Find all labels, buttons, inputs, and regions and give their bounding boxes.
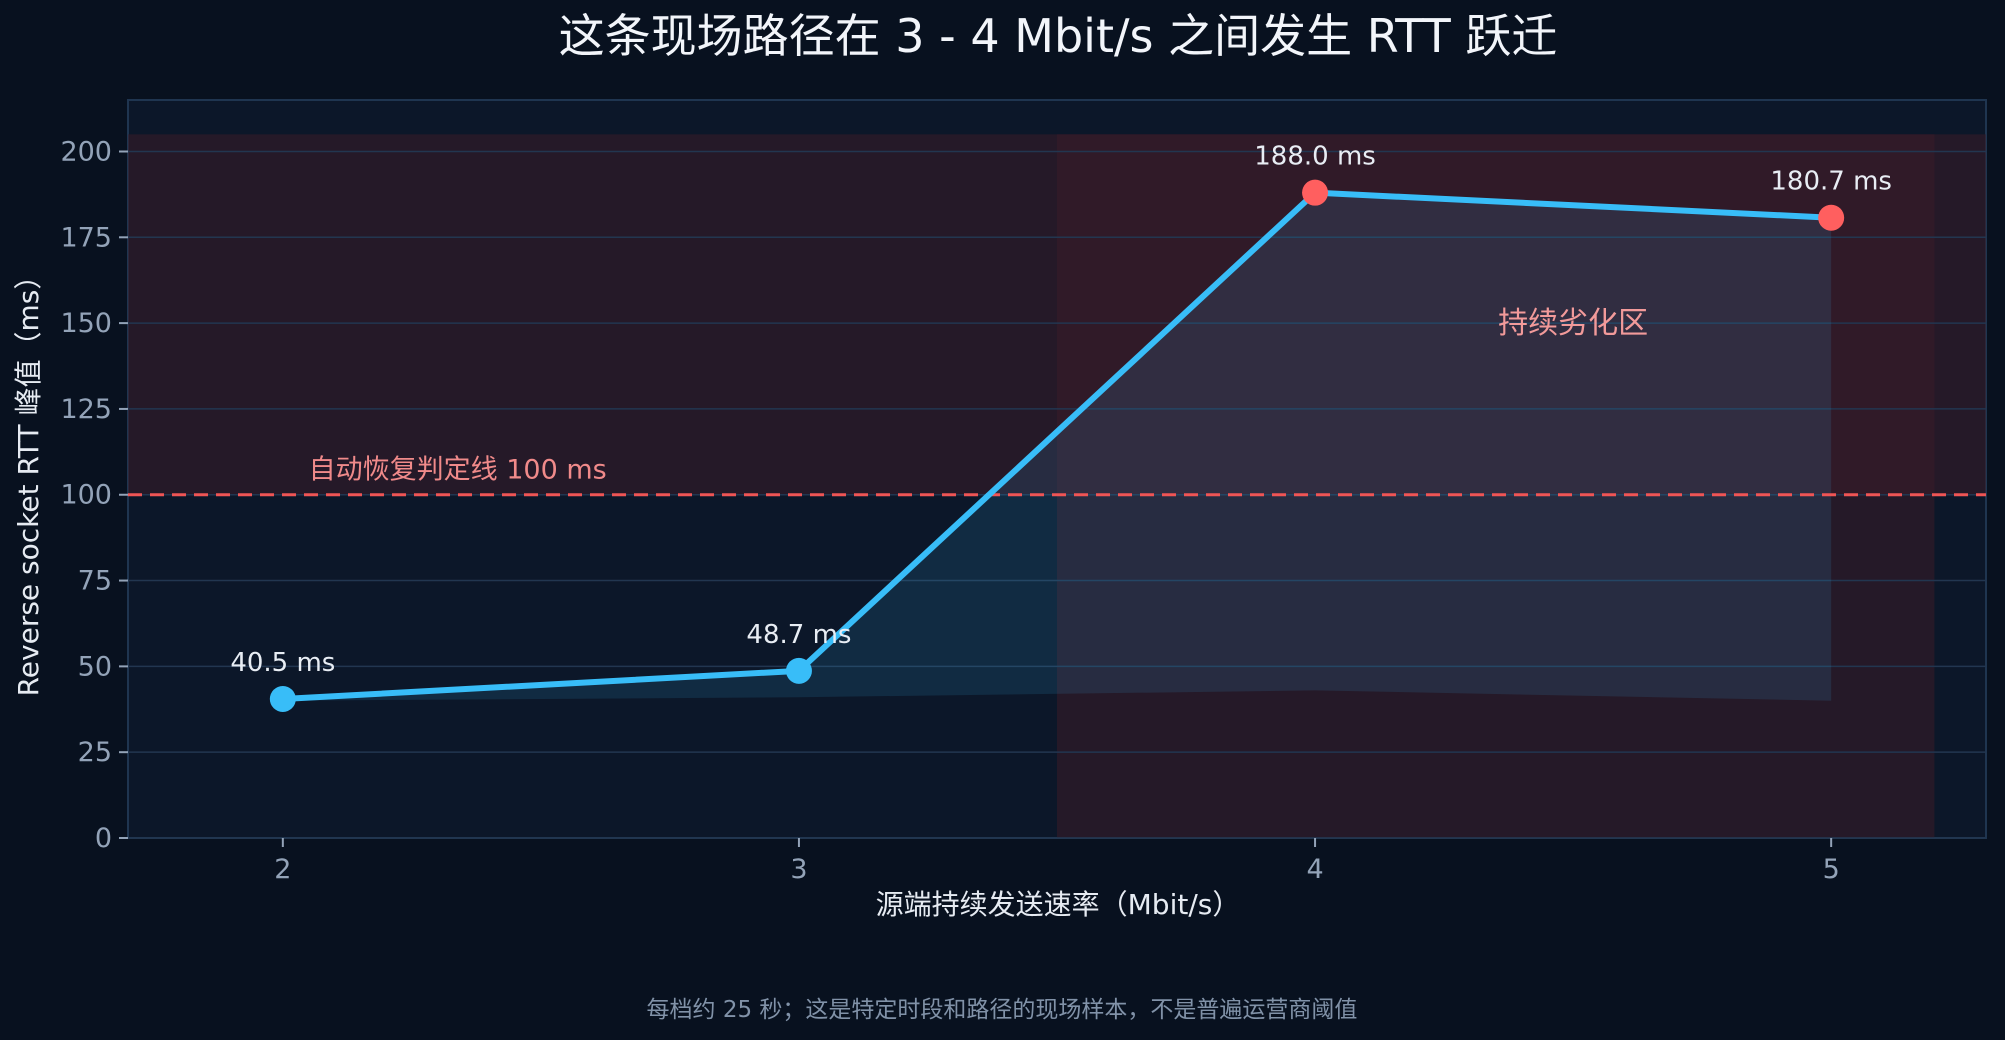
y-tick-label: 150 [60,308,112,339]
y-tick-label: 200 [60,136,112,167]
rtt-series-line [279,189,1835,702]
data-labels: 40.5 ms 48.7 ms 188.0 ms 180.7 ms [230,142,1892,678]
data-point [785,657,812,684]
data-point [1818,204,1845,231]
y-axis-label: Reverse socket RTT 峰值（ms） [12,262,45,697]
rtt-area [282,192,1832,701]
x-tick-label: 3 [790,854,807,885]
degraded-zone-label: 持续劣化区 [1498,306,1648,341]
y-tick-label: 100 [60,480,112,511]
y-tick-label: 125 [60,394,112,425]
chart-title: 这条现场路径在 3 - 4 Mbit/s 之间发生 RTT 跃迁 [559,9,1558,63]
x-axis-label: 源端持续发送速率（Mbit/s） [876,888,1241,921]
data-points [269,179,1845,712]
x-tick-label: 2 [274,854,291,885]
x-axis-ticks: 2 3 4 5 [274,838,1840,885]
data-label: 180.7 ms [1770,167,1892,197]
x-tick-label: 4 [1306,854,1323,885]
data-label: 48.7 ms [746,620,851,650]
y-tick-label: 0 [95,823,112,854]
y-tick-label: 50 [78,651,112,682]
y-tick-label: 25 [78,737,112,768]
y-tick-label: 175 [60,222,112,253]
grid [128,150,1986,839]
degraded-zone [1057,134,1935,839]
data-label: 188.0 ms [1254,142,1376,172]
data-label: 40.5 ms [230,648,335,678]
data-point [1302,179,1329,206]
chart-caption: 每档约 25 秒；这是特定时段和路径的现场样本，不是普遍运营商阈值 [647,997,1358,1023]
y-axis-ticks: 0 25 50 75 100 125 150 175 200 [60,136,128,854]
x-tick-label: 5 [1823,854,1840,885]
threshold-label: 自动恢复判定线 100 ms [309,455,607,486]
y-tick-label: 75 [78,566,112,597]
data-point [269,685,296,712]
